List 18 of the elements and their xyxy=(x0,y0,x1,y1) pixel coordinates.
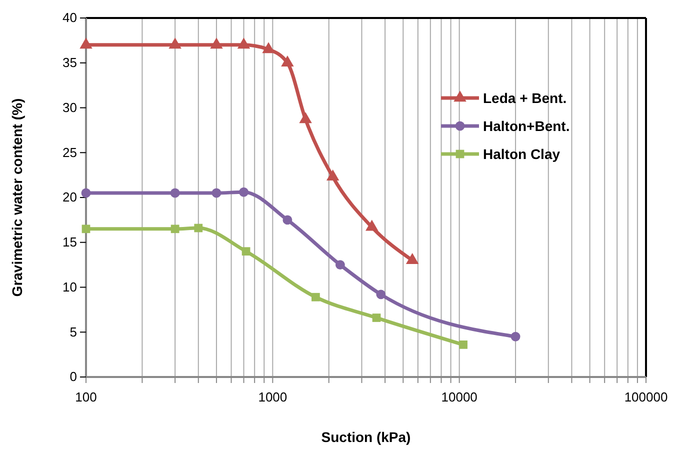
y-tick-label: 20 xyxy=(62,190,77,205)
y-tick-label: 10 xyxy=(62,279,77,294)
y-tick-label: 40 xyxy=(62,10,77,26)
y-tick-label: 30 xyxy=(62,100,77,115)
x-axis-title: Suction (kPa) xyxy=(321,429,411,445)
y-tick-label: 5 xyxy=(70,324,77,340)
legend-label: Halton+Bent. xyxy=(483,118,570,134)
y-tick-label: 25 xyxy=(62,144,77,160)
y-axis-title: Gravimetric water content (%) xyxy=(9,98,25,297)
x-tick-label: 100000 xyxy=(624,390,668,405)
y-tick-label: 35 xyxy=(62,55,77,70)
x-tick-label: 1000 xyxy=(258,390,288,405)
legend-label: Halton Clay xyxy=(483,146,560,162)
y-tick-label: 0 xyxy=(70,369,77,384)
legend-label: Leda + Bent. xyxy=(483,90,567,106)
x-tick-label: 100 xyxy=(75,390,97,405)
x-tick-label: 10000 xyxy=(441,390,478,405)
y-tick-label: 15 xyxy=(62,234,77,250)
